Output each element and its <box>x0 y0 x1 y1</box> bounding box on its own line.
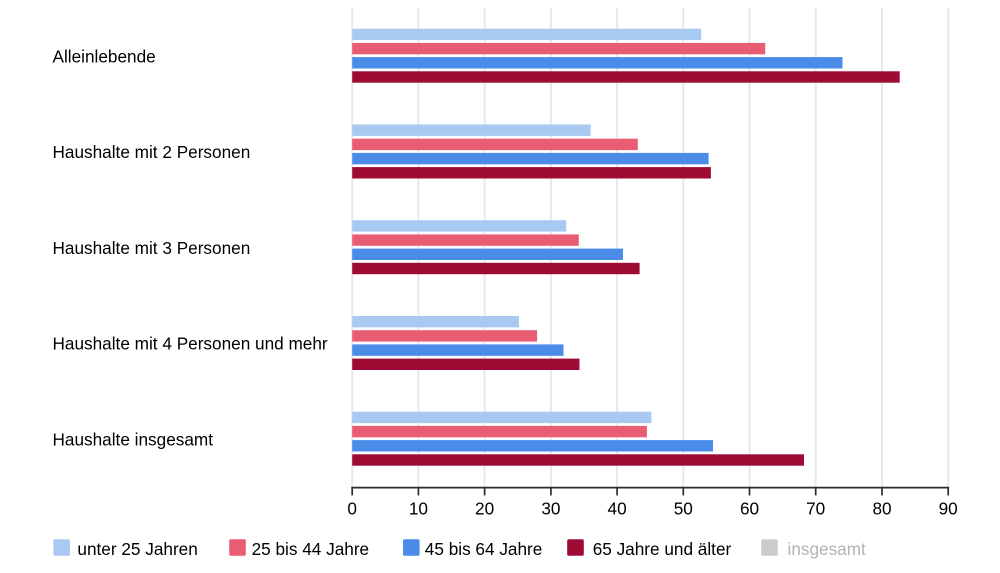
svg-text:80: 80 <box>872 498 891 518</box>
svg-text:Haushalte mit 3 Personen: Haushalte mit 3 Personen <box>53 238 251 258</box>
svg-text:40: 40 <box>608 498 627 518</box>
svg-text:20: 20 <box>475 498 494 518</box>
svg-text:45 bis 64 Jahre: 45 bis 64 Jahre <box>425 539 543 559</box>
svg-text:unter 25 Jahren: unter 25 Jahren <box>77 539 197 559</box>
svg-text:Haushalte mit 2 Personen: Haushalte mit 2 Personen <box>53 142 251 162</box>
svg-text:65 Jahre und älter: 65 Jahre und älter <box>593 539 732 559</box>
svg-text:Haushalte insgesamt: Haushalte insgesamt <box>53 429 214 449</box>
svg-text:90: 90 <box>939 498 958 518</box>
svg-text:30: 30 <box>541 498 560 518</box>
svg-text:50: 50 <box>674 498 693 518</box>
svg-text:insgesamt: insgesamt <box>788 539 867 559</box>
svg-text:10: 10 <box>409 498 428 518</box>
svg-text:0: 0 <box>347 498 357 518</box>
svg-text:60: 60 <box>740 498 759 518</box>
svg-text:70: 70 <box>806 498 825 518</box>
svg-text:25 bis 44 Jahre: 25 bis 44 Jahre <box>252 539 370 559</box>
svg-text:Haushalte mit 4 Personen und m: Haushalte mit 4 Personen und mehr <box>53 334 328 354</box>
svg-text:Alleinlebende: Alleinlebende <box>53 46 156 66</box>
